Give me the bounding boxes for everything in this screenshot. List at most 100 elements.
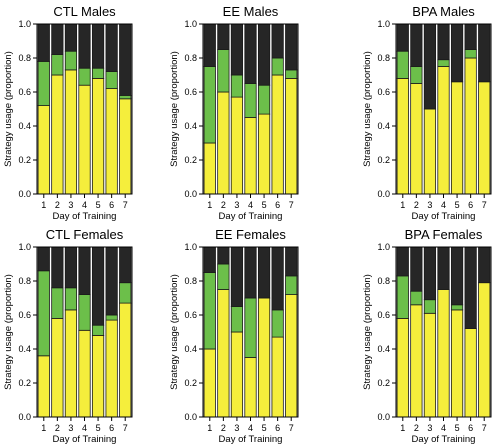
x-axis-label: Day of Training bbox=[53, 434, 117, 445]
bar-segment-yellow-day-4 bbox=[244, 357, 257, 418]
bar-segment-green-day-6 bbox=[464, 49, 477, 59]
bar-segment-black-day-7 bbox=[478, 23, 491, 83]
bar-segment-green-day-7 bbox=[119, 282, 132, 304]
bar-segment-black-day-7 bbox=[478, 246, 491, 284]
y-tick-label: 0.0 bbox=[18, 412, 31, 422]
x-tick-label: 1 bbox=[400, 423, 405, 433]
y-tick-label: 0.8 bbox=[377, 276, 390, 286]
bar-segment-black-day-7 bbox=[285, 23, 298, 71]
bar-segment-yellow-day-2 bbox=[217, 91, 230, 195]
bar-segment-yellow-day-3 bbox=[230, 331, 244, 418]
x-tick-label: 3 bbox=[68, 423, 73, 433]
x-tick-label: 5 bbox=[455, 423, 460, 433]
bar-segment-black-day-4 bbox=[78, 23, 91, 69]
bar-segment-black-day-4 bbox=[78, 246, 91, 295]
bar-segment-black-day-4 bbox=[437, 23, 450, 61]
bar-segment-black-day-3 bbox=[230, 23, 244, 76]
bar-segment-green-day-2 bbox=[51, 287, 64, 319]
panel-4: EE Females 0.0 0.2 0.4 0.6 0.8 1.0 1 2 3 4 5 6 7 Day o… bbox=[169, 227, 299, 445]
bar-segment-yellow-day-2 bbox=[410, 83, 423, 195]
bar-segment-black-day-2 bbox=[410, 23, 423, 67]
bar-segment-green-day-3 bbox=[230, 306, 244, 333]
x-tick-label: 7 bbox=[123, 423, 128, 433]
bar-segment-green-day-1 bbox=[396, 275, 409, 319]
panel-title: EE Males bbox=[223, 4, 279, 19]
y-tick-label: 0.6 bbox=[184, 87, 197, 97]
bar-segment-black-day-5 bbox=[257, 23, 271, 86]
bar-segment-black-day-4 bbox=[244, 246, 257, 299]
x-tick-label: 3 bbox=[427, 200, 432, 210]
x-tick-label: 6 bbox=[275, 200, 280, 210]
bar-segment-green-day-5 bbox=[91, 67, 105, 79]
x-tick-label: 1 bbox=[41, 200, 46, 210]
bar-segment-black-day-7 bbox=[285, 246, 298, 277]
y-tick-label: 0.2 bbox=[377, 378, 390, 388]
bar-segment-green-day-4 bbox=[78, 294, 91, 331]
bar-segment-yellow-day-2 bbox=[51, 317, 64, 418]
bar-segment-black-day-6 bbox=[271, 23, 284, 59]
bar-segment-green-day-2 bbox=[410, 290, 423, 306]
bar-segment-yellow-day-6 bbox=[105, 319, 118, 418]
y-tick-label: 0.0 bbox=[18, 189, 31, 199]
bar-segment-yellow-day-4 bbox=[244, 117, 257, 195]
bar-segment-black-day-3 bbox=[64, 23, 78, 52]
bar-segment-black-day-6 bbox=[271, 246, 284, 311]
bar-segment-yellow-day-5 bbox=[257, 297, 271, 418]
y-tick-label: 0.0 bbox=[377, 412, 390, 422]
bar-segment-yellow-day-1 bbox=[203, 142, 216, 195]
bar-segment-black-day-4 bbox=[437, 246, 450, 290]
x-tick-label: 3 bbox=[234, 200, 239, 210]
y-tick-label: 0.4 bbox=[18, 121, 31, 131]
bar-segment-black-day-1 bbox=[37, 23, 50, 62]
x-tick-label: 4 bbox=[82, 200, 87, 210]
x-tick-label: 7 bbox=[482, 423, 487, 433]
bar-segment-yellow-day-1 bbox=[396, 317, 409, 418]
x-axis-label: Day of Training bbox=[412, 211, 476, 222]
x-tick-label: 2 bbox=[414, 200, 419, 210]
bar-segment-black-day-2 bbox=[51, 246, 64, 289]
panel-2: BPA Males 0.0 0.2 0.4 0.6 0.8 1.0 1 2 3 4 5 6 7 Day of… bbox=[362, 4, 492, 222]
y-tick-label: 0.6 bbox=[377, 87, 390, 97]
x-tick-label: 6 bbox=[109, 200, 114, 210]
bar-segment-yellow-day-3 bbox=[230, 96, 244, 195]
bar-segment-yellow-day-5 bbox=[450, 309, 464, 418]
bar-segment-yellow-day-6 bbox=[271, 74, 284, 195]
bar-segment-yellow-day-2 bbox=[410, 304, 423, 418]
x-tick-label: 5 bbox=[96, 423, 101, 433]
bar-segment-yellow-day-2 bbox=[51, 74, 64, 195]
bar-segment-black-day-7 bbox=[119, 246, 132, 284]
y-tick-label: 0.8 bbox=[184, 276, 197, 286]
bar-segment-black-day-5 bbox=[257, 246, 271, 299]
y-tick-label: 0.0 bbox=[184, 412, 197, 422]
x-tick-label: 5 bbox=[262, 423, 267, 433]
y-tick-label: 0.8 bbox=[184, 53, 197, 63]
bar-segment-black-day-6 bbox=[464, 246, 477, 329]
bar-segment-yellow-day-5 bbox=[450, 81, 464, 195]
y-tick-label: 1.0 bbox=[18, 242, 31, 252]
y-tick-label: 1.0 bbox=[377, 242, 390, 252]
y-tick-label: 0.0 bbox=[377, 189, 390, 199]
bar-segment-green-day-3 bbox=[64, 50, 78, 71]
x-tick-label: 4 bbox=[248, 423, 253, 433]
y-axis-label: Strategy usage (proportion) bbox=[3, 274, 14, 390]
x-tick-label: 4 bbox=[441, 423, 446, 433]
y-axis-label: Strategy usage (proportion) bbox=[3, 51, 14, 167]
x-tick-label: 6 bbox=[468, 423, 473, 433]
panel-title: CTL Females bbox=[46, 227, 124, 242]
bar-segment-yellow-day-4 bbox=[437, 289, 450, 418]
x-tick-label: 1 bbox=[41, 423, 46, 433]
x-tick-label: 4 bbox=[82, 423, 87, 433]
bar-segment-black-day-4 bbox=[244, 23, 257, 84]
x-tick-label: 5 bbox=[262, 200, 267, 210]
bar-segment-green-day-4 bbox=[244, 83, 257, 118]
bar-segment-green-day-7 bbox=[285, 69, 298, 79]
bar-segment-black-day-2 bbox=[51, 23, 64, 56]
bar-segment-yellow-day-6 bbox=[464, 57, 477, 195]
panel-1: EE Males 0.0 0.2 0.4 0.6 0.8 1.0 1 2 3 4 5 6 7 Day of … bbox=[169, 4, 299, 222]
panel-title: BPA Males bbox=[412, 4, 475, 19]
bar-segment-green-day-6 bbox=[271, 57, 284, 76]
y-tick-label: 0.0 bbox=[184, 189, 197, 199]
x-axis-label: Day of Training bbox=[412, 434, 476, 445]
y-tick-label: 0.8 bbox=[18, 53, 31, 63]
